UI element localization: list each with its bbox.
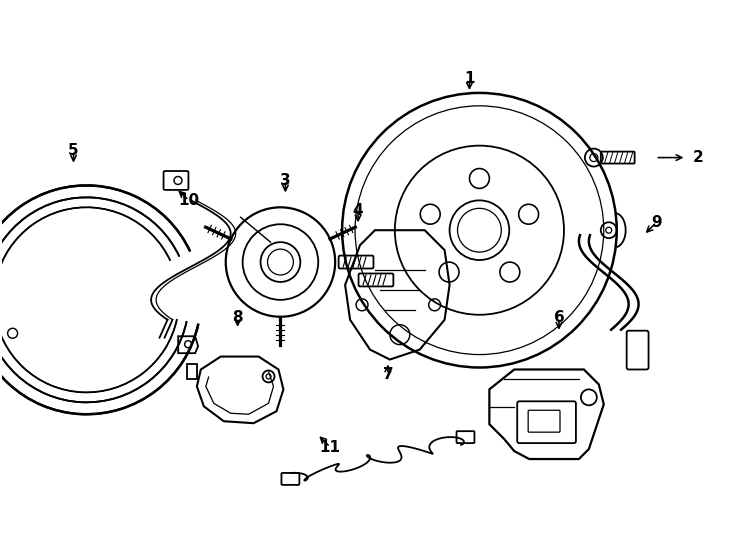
Text: 6: 6	[553, 310, 564, 325]
Text: 11: 11	[320, 440, 341, 455]
Text: 2: 2	[693, 150, 704, 165]
Text: 5: 5	[68, 143, 79, 158]
Text: 4: 4	[353, 203, 363, 218]
Text: 3: 3	[280, 173, 291, 188]
Text: 8: 8	[233, 310, 243, 325]
Text: 10: 10	[178, 193, 200, 208]
Text: 9: 9	[651, 215, 662, 230]
Text: 1: 1	[464, 71, 475, 86]
Text: 7: 7	[382, 367, 393, 382]
